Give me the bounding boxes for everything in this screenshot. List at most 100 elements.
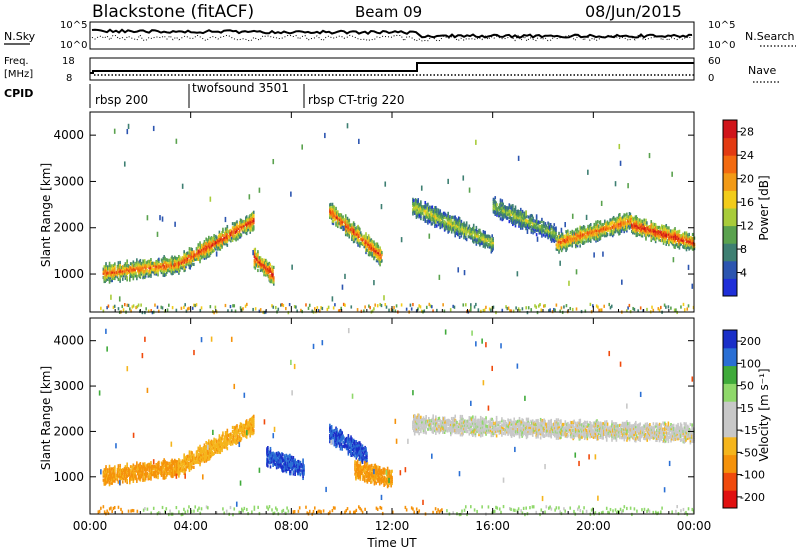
scatter-cell xyxy=(275,453,278,458)
scatter-cell xyxy=(155,467,158,471)
scatter-cell xyxy=(329,425,331,429)
scatter-cell xyxy=(114,268,116,272)
scatter-cell xyxy=(195,456,198,460)
scatter-cell xyxy=(589,223,592,227)
scatter-cell xyxy=(426,203,428,207)
scatter-cell xyxy=(142,273,144,278)
scatter-cell xyxy=(542,229,545,233)
scatter-cell xyxy=(686,233,689,237)
scatter-cell xyxy=(493,204,496,208)
scatter-cell xyxy=(226,243,229,247)
scatter-cell xyxy=(664,233,667,237)
scatter-cell xyxy=(155,475,158,479)
scatter-cell xyxy=(190,251,193,255)
scatter-cell xyxy=(204,453,207,457)
scatter-cell xyxy=(631,224,634,229)
scatter-cell xyxy=(447,230,449,234)
scatter-cell xyxy=(523,211,526,215)
scatter-cell xyxy=(162,273,165,277)
scatter-cell xyxy=(139,263,142,267)
scatter-cell xyxy=(137,472,140,476)
scatter-cell xyxy=(472,239,474,243)
scatter-cell xyxy=(665,223,668,228)
scatter-cell xyxy=(633,221,636,225)
scatter-cell xyxy=(243,226,245,230)
scatter-cell xyxy=(634,225,637,230)
scatter-cell xyxy=(626,227,628,231)
scatter-cell xyxy=(432,210,434,214)
scatter-cell xyxy=(365,244,367,248)
scatter-cell xyxy=(210,248,213,252)
scatter-cell xyxy=(135,466,137,470)
scatter-cell xyxy=(555,303,558,307)
scatter-cell xyxy=(257,264,260,268)
scatter-cell xyxy=(379,246,381,250)
scatter-cell xyxy=(472,225,475,230)
scatter-cell xyxy=(329,428,332,432)
scatter-cell xyxy=(427,208,429,213)
scatter-cell xyxy=(595,222,597,226)
scatter-cell xyxy=(654,233,657,237)
scatter-cell xyxy=(117,265,120,269)
scatter-cell xyxy=(165,461,167,465)
scatter-cell xyxy=(479,241,481,245)
scatter-cell xyxy=(128,264,130,268)
scatter-cell xyxy=(173,257,175,261)
scatter-cell xyxy=(127,123,130,129)
scatter-cell xyxy=(237,237,239,241)
scatter-cell xyxy=(367,248,370,253)
scatter-cell xyxy=(235,437,237,441)
scatter-cell xyxy=(244,430,246,434)
scatter-cell xyxy=(205,459,207,463)
scatter-cell xyxy=(375,242,378,246)
scatter-cell xyxy=(124,268,127,272)
scatter-cell xyxy=(625,225,627,229)
scatter-cell xyxy=(523,221,526,226)
scatter-cell xyxy=(252,431,255,435)
scatter-cell xyxy=(151,266,153,270)
scatter-cell xyxy=(341,220,344,224)
scatter-cell xyxy=(590,229,593,233)
scatter-cell xyxy=(335,211,337,215)
scatter-cell xyxy=(558,238,560,242)
scatter-cell xyxy=(237,428,240,432)
scatter-cell xyxy=(330,216,333,220)
scatter-cell xyxy=(171,474,173,479)
scatter-cell xyxy=(533,223,535,227)
scatter-cell xyxy=(123,272,126,276)
scatter-cell xyxy=(651,233,653,238)
scatter-cell xyxy=(181,459,184,463)
scatter-cell xyxy=(435,214,437,218)
scatter-cell xyxy=(254,266,257,270)
scatter-cell xyxy=(129,479,131,483)
scatter-cell xyxy=(187,461,190,466)
scatter-cell xyxy=(134,268,136,272)
scatter-cell xyxy=(482,240,485,244)
scatter-cell xyxy=(527,223,530,227)
scatter-cell xyxy=(189,457,192,461)
scatter-cell xyxy=(210,441,213,445)
scatter-cell xyxy=(480,241,483,245)
scatter-cell xyxy=(196,246,199,250)
scatter-cell xyxy=(267,264,270,268)
scatter-cell xyxy=(296,463,298,467)
scatter-cell xyxy=(160,264,163,268)
scatter-cell xyxy=(548,230,550,235)
scatter-cell xyxy=(331,433,334,437)
scatter-cell xyxy=(226,430,229,434)
scatter-cell xyxy=(111,272,113,276)
scatter-cell xyxy=(535,220,538,224)
scatter-cell xyxy=(114,272,117,276)
scatter-cell xyxy=(474,229,477,233)
scatter-cell xyxy=(211,444,214,448)
scatter-cell xyxy=(375,254,378,259)
scatter-cell xyxy=(118,267,121,271)
scatter-cell xyxy=(224,216,227,223)
scatter-cell xyxy=(523,215,526,219)
scatter-cell xyxy=(176,464,179,468)
scatter-cell xyxy=(589,227,592,231)
scatter-cell xyxy=(146,264,149,268)
scatter-cell xyxy=(371,239,373,243)
scatter-cell xyxy=(161,464,164,468)
scatter-cell xyxy=(663,232,666,236)
